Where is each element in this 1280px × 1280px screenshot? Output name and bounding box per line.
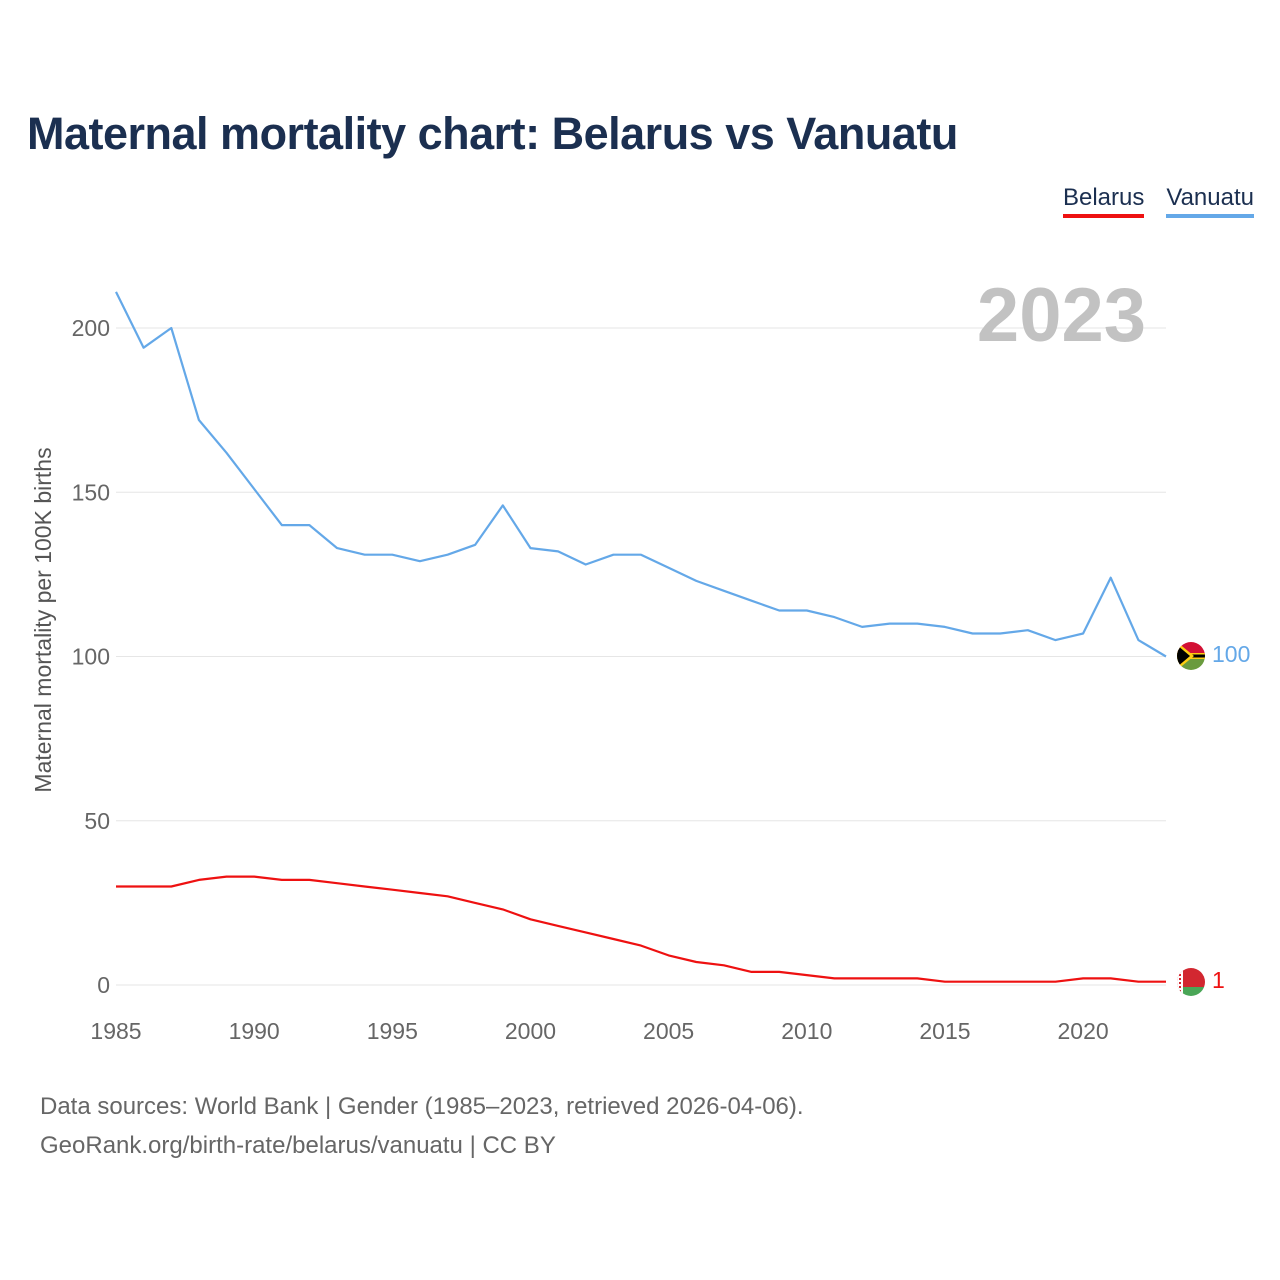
y-tick-label: 200 <box>72 315 110 341</box>
belarus-end-value: 1 <box>1212 967 1225 993</box>
x-tick-label: 1995 <box>367 1018 418 1044</box>
footer: Data sources: World Bank | Gender (1985–… <box>40 1087 804 1165</box>
legend-item-belarus[interactable]: Belarus <box>1062 184 1145 218</box>
source-link[interactable]: GeoRank.org/birth-rate/belarus/vanuatu |… <box>40 1132 556 1159</box>
series-lines <box>115 291 1167 983</box>
vanuatu-flag-icon <box>1177 642 1205 670</box>
year-indicator: 2023 <box>977 273 1146 358</box>
gridlines <box>116 327 1166 986</box>
series-line-belarus[interactable] <box>116 875 1166 983</box>
vanuatu-end-value: 100 <box>1212 641 1250 667</box>
x-axis-ticks: 1985 1990 1995 2000 2005 2010 2015 2020 <box>90 1018 1108 1044</box>
y-axis-ticks: 0 50 100 150 200 <box>72 315 110 998</box>
line-chart: 0 50 100 150 200 1985 1990 1995 2000 2005 2010 201… <box>30 273 1250 1044</box>
x-tick-label: 2005 <box>643 1018 694 1044</box>
x-tick-label: 1990 <box>229 1018 280 1044</box>
x-tick-label: 2015 <box>919 1018 970 1044</box>
legend-item-vanuatu[interactable]: Vanuatu <box>1166 184 1254 218</box>
y-tick-label: 100 <box>72 644 110 670</box>
data-source-note: Data sources: World Bank | Gender (1985–… <box>40 1093 804 1120</box>
y-tick-label: 0 <box>97 972 110 998</box>
series-line-vanuatu[interactable] <box>115 291 1167 658</box>
y-tick-label: 150 <box>72 479 110 505</box>
x-tick-label: 2020 <box>1058 1018 1109 1044</box>
belarus-flag-icon <box>1177 968 1205 996</box>
x-tick-label: 2000 <box>505 1018 556 1044</box>
chart-title: Maternal mortality chart: Belarus vs Van… <box>27 108 958 159</box>
x-tick-label: 2010 <box>781 1018 832 1044</box>
y-tick-label: 50 <box>84 808 110 834</box>
legend: Belarus Vanuatu <box>1062 184 1254 218</box>
x-tick-label: 1985 <box>90 1018 141 1044</box>
y-axis-label: Maternal mortality per 100K births <box>30 447 56 792</box>
